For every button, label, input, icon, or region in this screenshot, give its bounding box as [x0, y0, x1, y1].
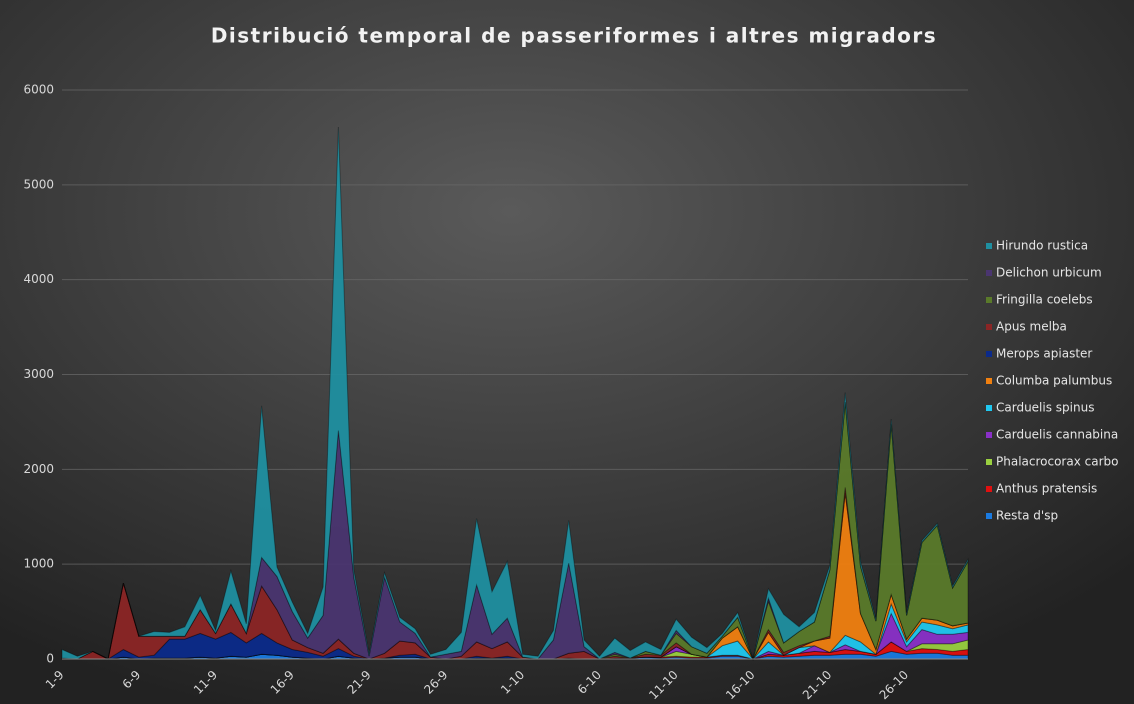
legend-swatch: [986, 324, 992, 330]
legend-label: Merops apiaster: [996, 347, 1092, 361]
legend-label: Fringilla coelebs: [996, 293, 1093, 307]
legend-label: Columba palumbus: [996, 374, 1112, 388]
legend-label: Delichon urbicum: [996, 266, 1102, 280]
y-tick-label: 6000: [23, 83, 54, 97]
legend-label: Hirundo rustica: [996, 239, 1088, 253]
legend-label: Resta d'sp: [996, 509, 1058, 523]
legend-label: Carduelis cannabina: [996, 428, 1118, 442]
legend-label: Phalacrocorax carbo: [996, 455, 1118, 469]
y-tick-label: 4000: [23, 272, 54, 286]
legend-label: Apus melba: [996, 320, 1067, 334]
y-tick-label: 0: [46, 652, 54, 666]
y-tick-label: 3000: [23, 367, 54, 381]
legend-swatch: [986, 297, 992, 303]
legend-label: Anthus pratensis: [996, 482, 1097, 496]
legend-swatch: [986, 405, 992, 411]
legend-swatch: [986, 351, 992, 357]
y-tick-label: 2000: [23, 462, 54, 476]
legend-label: Carduelis spinus: [996, 401, 1094, 415]
area: [61, 126, 969, 661]
chart-title: Distribució temporal de passeriformes i …: [211, 24, 937, 48]
legend-swatch: [986, 432, 992, 438]
legend-swatch: [986, 270, 992, 276]
legend-swatch: [986, 459, 992, 465]
legend-swatch: [986, 486, 992, 492]
y-tick-label: 1000: [23, 557, 54, 571]
y-tick-label: 5000: [23, 177, 54, 191]
legend-swatch: [986, 378, 992, 384]
legend-swatch: [986, 243, 992, 249]
legend-swatch: [986, 513, 992, 519]
